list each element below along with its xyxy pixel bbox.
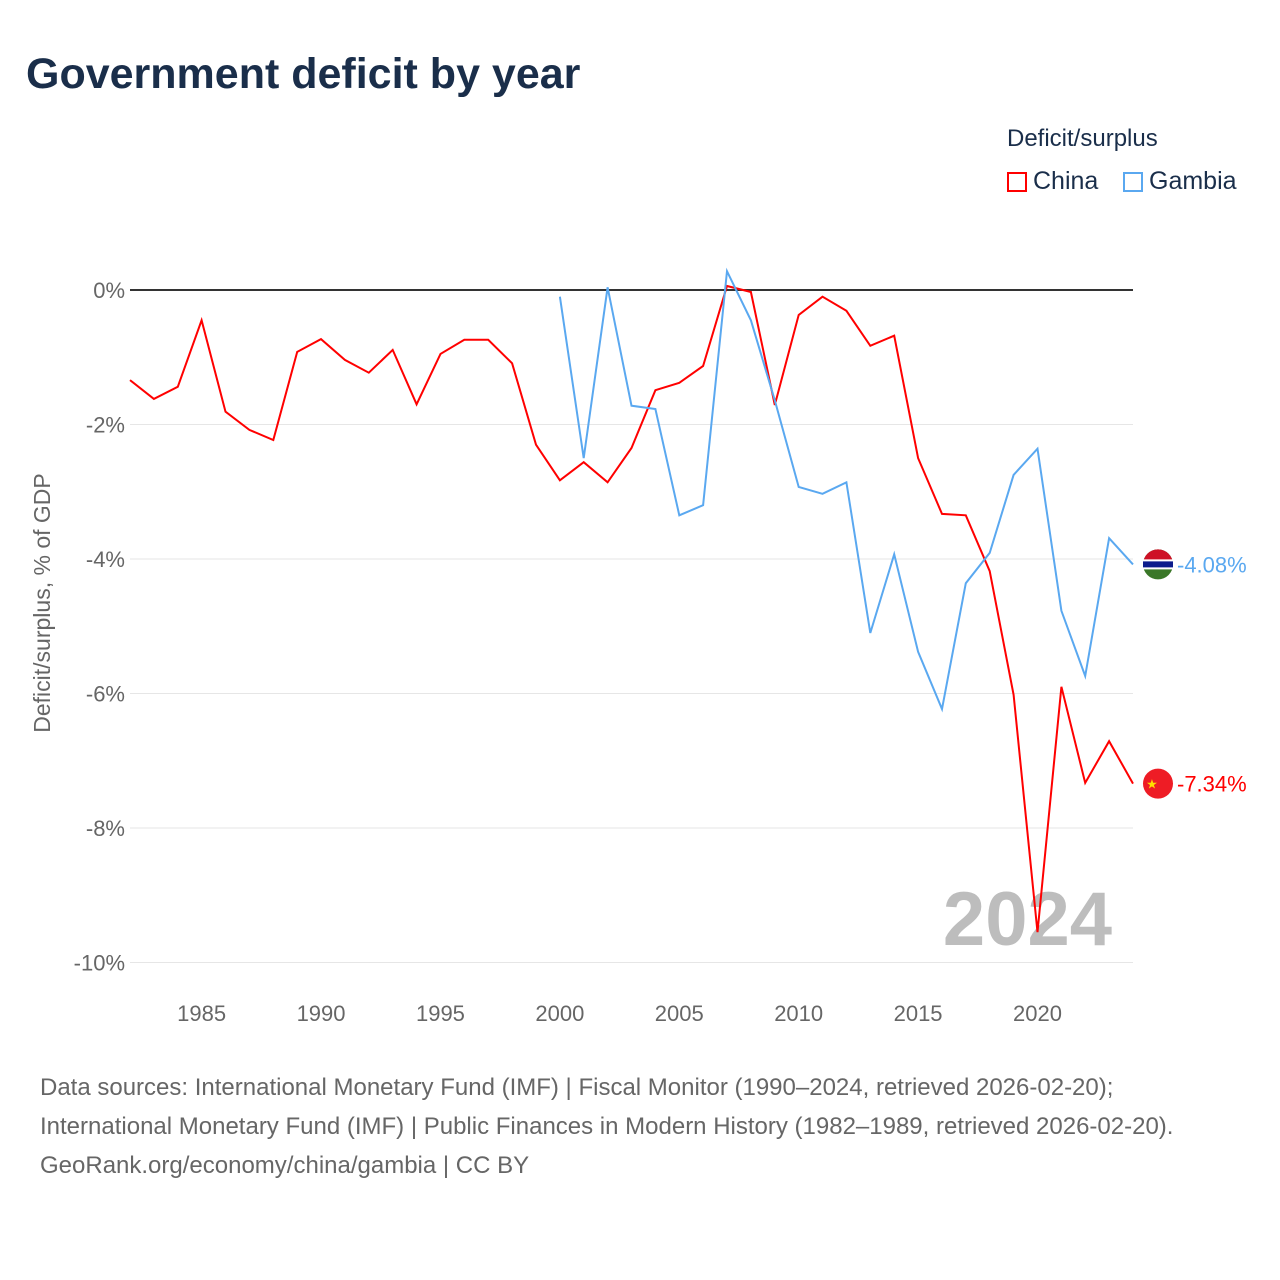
y-tick-label: -10% (74, 951, 125, 976)
data-sources: Data sources: International Monetary Fun… (40, 1074, 1174, 1140)
legend-item-gambia[interactable]: Gambia (1123, 167, 1237, 196)
china-flag-icon (1143, 768, 1173, 799)
end-value-label: -7.34% (1177, 772, 1247, 797)
x-tick-label: 1995 (416, 1001, 465, 1026)
legend-swatch-gambia (1123, 171, 1143, 192)
y-axis-label: Deficit/surplus, % of GDP (29, 473, 55, 732)
series-line-gambia (558, 267, 1134, 713)
x-tick-label: 1985 (177, 1001, 226, 1026)
flag-stripe (1143, 561, 1173, 568)
end-value-label: -4.08% (1177, 552, 1247, 577)
y-tick-label: -8% (86, 816, 125, 841)
y-tick-label: -2% (86, 413, 125, 438)
y-tick-label: -6% (86, 682, 125, 707)
footer: Data sources: International Monetary Fun… (40, 1068, 1240, 1185)
legend-title: Deficit/surplus (1007, 125, 1158, 152)
x-tick-label: 2005 (655, 1001, 704, 1026)
y-tick-label: 0% (93, 278, 125, 303)
legend-item-china[interactable]: China (1007, 167, 1098, 196)
legend-label: Gambia (1149, 167, 1237, 195)
x-tick-label: 2020 (1013, 1001, 1062, 1026)
credit-link[interactable]: GeoRank.org/economy/china/gambia | CC BY (40, 1152, 530, 1179)
page-title: Government deficit by year (26, 50, 581, 98)
x-tick-label: 2010 (774, 1001, 823, 1026)
flag-star: ★ (1146, 777, 1158, 792)
series-line-china (129, 284, 1134, 933)
x-tick-label: 2015 (894, 1001, 943, 1026)
legend-swatch-china (1007, 171, 1027, 192)
x-tick-label: 1990 (297, 1001, 346, 1026)
legend-label: China (1033, 167, 1099, 195)
y-tick-label: -4% (86, 547, 125, 572)
year-label: 2024 (943, 877, 1112, 962)
x-tick-label: 2000 (535, 1001, 584, 1026)
